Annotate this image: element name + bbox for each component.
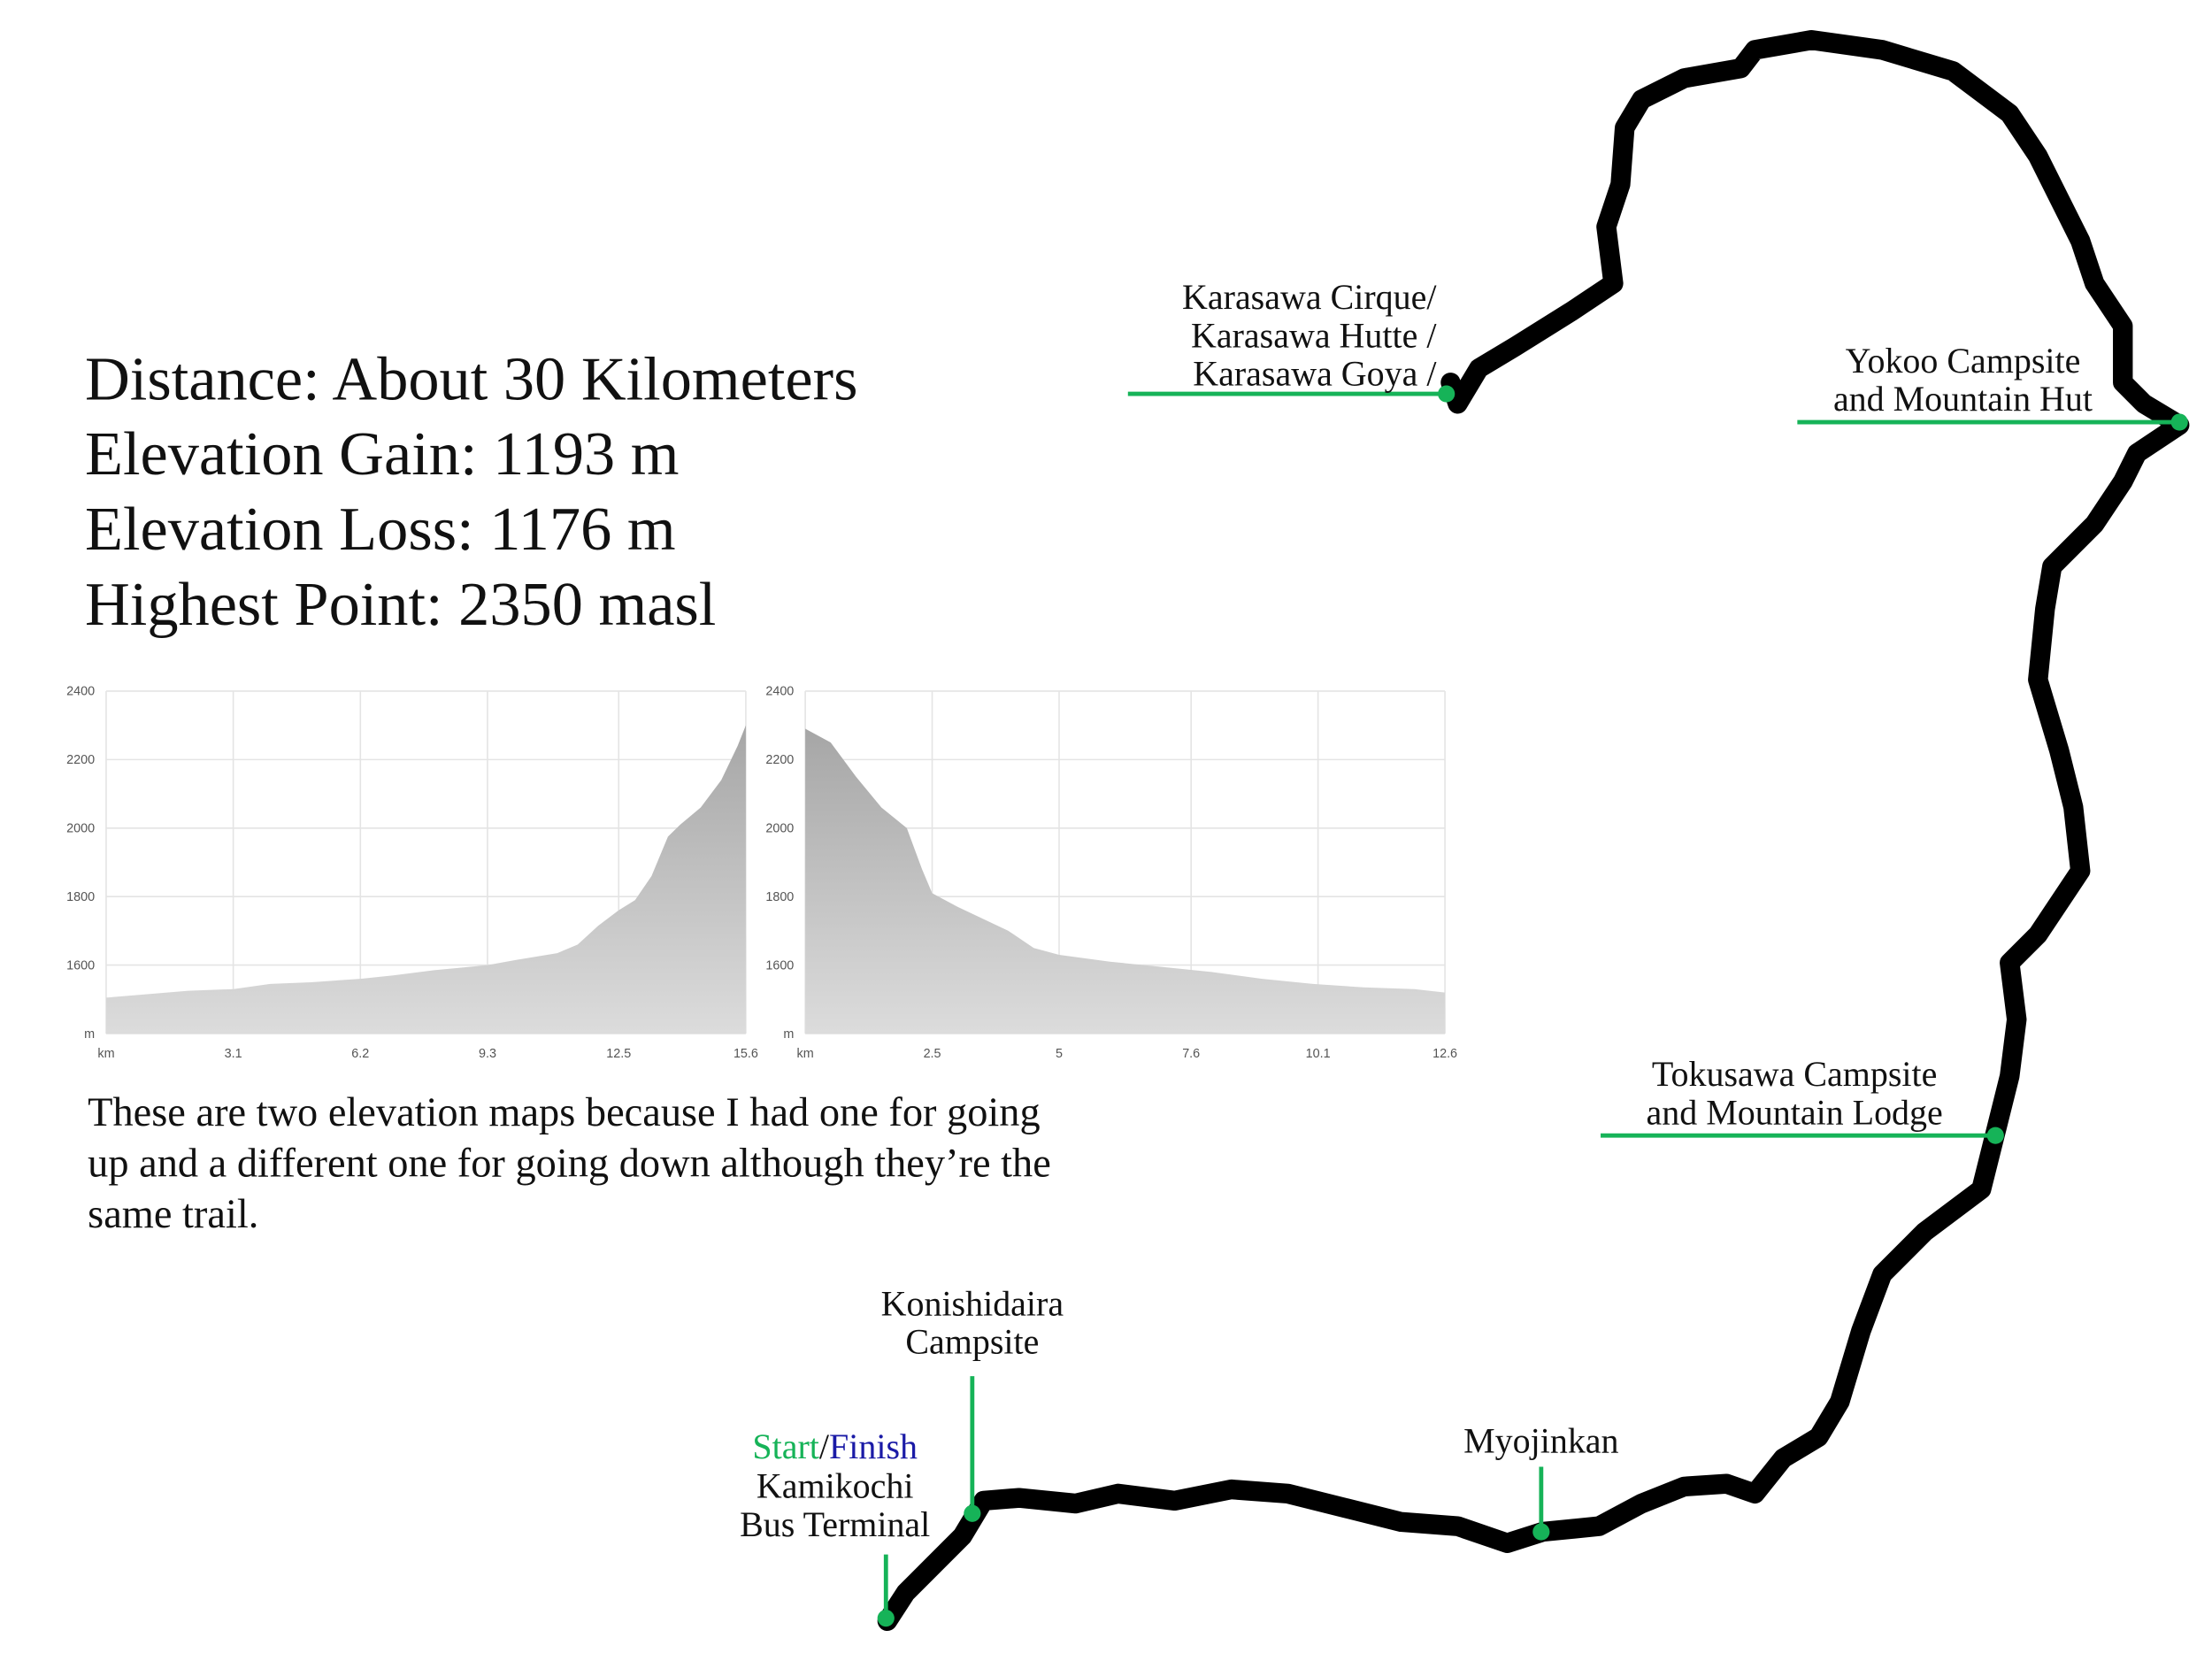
- waypoint-label: Karasawa Hutte /: [1191, 315, 1437, 355]
- y-tick-label: 2000: [765, 822, 794, 836]
- note: up and a different one for going down al…: [88, 1142, 1051, 1187]
- elevation-area: [805, 728, 1446, 1034]
- x-tick-label: 2.5: [924, 1047, 941, 1061]
- start-finish: Start/Finish: [752, 1426, 918, 1466]
- note: These are two elevation maps because I h…: [88, 1090, 1041, 1135]
- waypoint-label: Myojinkan: [1463, 1420, 1618, 1460]
- stat: Elevation Loss: 1176 m: [85, 495, 676, 564]
- x-tick-label: 10.1: [1306, 1047, 1331, 1061]
- x-tick-label: 7.6: [1182, 1047, 1200, 1061]
- slash: /: [819, 1426, 830, 1466]
- x-tick-label: 6.2: [351, 1047, 369, 1061]
- finish: Finish: [829, 1426, 918, 1466]
- waypoint-label: Tokusawa Campsite: [1652, 1054, 1937, 1094]
- stat: Highest Point: 2350 masl: [85, 570, 716, 639]
- x-tick-label: 9.3: [479, 1047, 496, 1061]
- y-tick-label: m: [783, 1027, 794, 1042]
- trail: [877, 29, 2190, 1632]
- y-tick-label: 2200: [765, 753, 794, 767]
- waypoint-label: Bus Terminal: [740, 1504, 930, 1544]
- waypoint-label: Konishidaira: [881, 1283, 1064, 1323]
- waypoint-label: Yokoo Campsite: [1846, 341, 2081, 381]
- x-tick-label: 3.1: [225, 1047, 242, 1061]
- x-tick-label: km: [797, 1047, 814, 1061]
- y-tick-label: m: [84, 1027, 95, 1042]
- x-tick-label: 15.6: [733, 1047, 758, 1061]
- waypoint-label: Karasawa Goya /: [1193, 353, 1437, 393]
- waypoint-label: Campsite: [905, 1322, 1039, 1362]
- waypoint-label: and Mountain Hut: [1833, 379, 2093, 419]
- stat: Elevation Gain: 1193 m: [85, 419, 680, 488]
- y-tick-label: 2000: [66, 822, 95, 836]
- waypoint-label: Karasawa Cirque/: [1182, 277, 1437, 317]
- waypoint-label: and Mountain Lodge: [1647, 1092, 1943, 1132]
- x-tick-label: km: [97, 1047, 114, 1061]
- y-tick-label: 1800: [765, 890, 794, 904]
- y-tick-label: 2400: [66, 685, 95, 699]
- x-tick-label: 12.5: [606, 1047, 631, 1061]
- waypoint-label: Kamikochi: [757, 1466, 914, 1506]
- marker-dots: [877, 385, 2188, 1627]
- x-tick-label: 5: [1056, 1047, 1063, 1061]
- y-tick-label: 1600: [66, 958, 95, 973]
- x-tick-label: 12.6: [1432, 1047, 1457, 1061]
- y-tick-label: 1600: [765, 958, 794, 973]
- y-tick-label: 2200: [66, 753, 95, 767]
- y-tick-label: 2400: [765, 685, 794, 699]
- markers: [883, 391, 2180, 1619]
- start: Start: [752, 1426, 819, 1466]
- note: same trail.: [88, 1192, 258, 1237]
- stat: Distance: About 30 Kilometers: [85, 344, 857, 413]
- y-tick-label: 1800: [66, 890, 95, 904]
- elevation-area: [105, 725, 746, 1034]
